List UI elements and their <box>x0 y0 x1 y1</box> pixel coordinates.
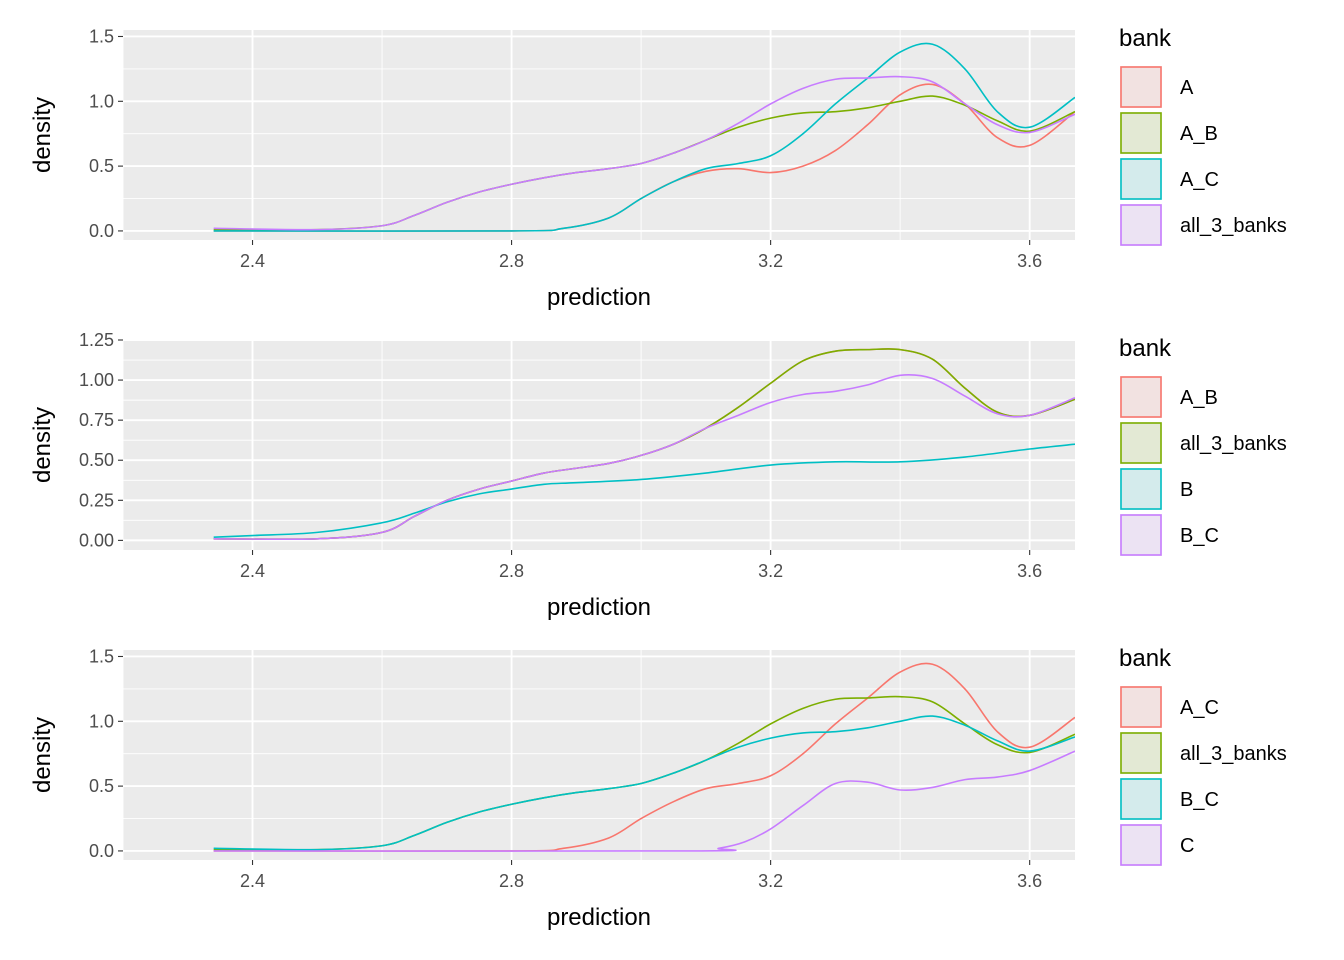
legend-key-background <box>1120 732 1162 774</box>
x-tick-label: 2.4 <box>240 251 265 271</box>
panel-background <box>123 650 1075 860</box>
legend-title: bank <box>1119 645 1172 672</box>
legend-key-A_C <box>1120 686 1162 728</box>
panel-background <box>123 30 1075 240</box>
legend-key-A_B <box>1120 376 1162 418</box>
legend-key-background <box>1120 204 1162 246</box>
legend-label: A_B <box>1180 387 1218 409</box>
x-tick-label: 3.6 <box>1017 251 1042 271</box>
panel-3: 0.0 0.5 1.0 1.5 2.4 2.8 3.2 3.6 prediction densit… <box>29 645 1287 931</box>
legend-key-background <box>1120 778 1162 820</box>
panel-background <box>123 340 1075 550</box>
legend: bank A A_B A_C all_3_banks <box>1119 25 1287 246</box>
legend-key-background <box>1120 686 1162 728</box>
legend-key-all_3_banks <box>1120 204 1162 246</box>
y-tick-label: 0.00 <box>79 530 114 550</box>
x-tick-label: 3.6 <box>1017 561 1042 581</box>
legend-key-B_C <box>1120 514 1162 556</box>
x-tick-label: 2.4 <box>240 871 265 891</box>
legend-key-B_C <box>1120 778 1162 820</box>
legend-title: bank <box>1119 25 1172 52</box>
y-tick-label: 1.0 <box>89 711 114 731</box>
y-axis-title: density <box>29 717 56 793</box>
legend-key-background <box>1120 514 1162 556</box>
x-tick-label: 3.2 <box>758 871 783 891</box>
density-line-B_C <box>213 715 1075 851</box>
legend-key-A_C <box>1120 158 1162 200</box>
y-tick-label: 0.5 <box>89 776 114 796</box>
x-tick-label: 2.8 <box>499 251 524 271</box>
legend-label: all_3_banks <box>1180 433 1287 455</box>
y-tick-label: 1.5 <box>89 26 114 46</box>
x-axis-title: prediction <box>547 284 651 311</box>
density-line-A_C <box>213 662 1075 852</box>
legend-label: C <box>1180 835 1194 857</box>
legend-label: all_3_banks <box>1180 215 1287 237</box>
legend-key-all_3_banks <box>1120 732 1162 774</box>
y-tick-label: 0.75 <box>79 410 114 430</box>
y-tick-label: 0.5 <box>89 156 114 176</box>
legend-label: B_C <box>1180 789 1219 811</box>
y-tick-label: 0.0 <box>89 221 114 241</box>
legend-label: A_C <box>1180 169 1219 191</box>
legend-label: A_B <box>1180 123 1218 145</box>
legend-key-background <box>1120 422 1162 464</box>
x-tick-label: 3.2 <box>758 251 783 271</box>
density-line-B_C <box>213 374 1075 541</box>
density-line-B <box>213 443 1075 538</box>
y-tick-label: 0.0 <box>89 841 114 861</box>
y-axis-title: density <box>29 407 56 483</box>
y-tick-label: 1.00 <box>79 370 114 390</box>
legend-key-all_3_banks <box>1120 422 1162 464</box>
panel-2: 0.00 0.25 0.50 0.75 1.00 1.25 2.4 2.8 3.2 3.6 pred… <box>29 330 1287 621</box>
legend-key-A <box>1120 66 1162 108</box>
y-tick-label: 0.50 <box>79 450 114 470</box>
legend-key-background <box>1120 66 1162 108</box>
y-tick-label: 1.5 <box>89 646 114 666</box>
legend-key-background <box>1120 376 1162 418</box>
x-tick-label: 3.6 <box>1017 871 1042 891</box>
legend-key-C <box>1120 824 1162 866</box>
x-axis-title: prediction <box>547 904 651 931</box>
x-tick-label: 3.2 <box>758 561 783 581</box>
legend-label: A_C <box>1180 697 1219 719</box>
y-tick-label: 1.0 <box>89 91 114 111</box>
x-axis-title: prediction <box>547 594 651 621</box>
y-tick-label: 1.25 <box>79 330 114 350</box>
legend-key-B <box>1120 468 1162 510</box>
panel-1: 0.0 0.5 1.0 1.5 2.4 2.8 3.2 3.6 prediction densit… <box>29 25 1287 311</box>
legend-key-A_B <box>1120 112 1162 154</box>
x-tick-label: 2.8 <box>499 561 524 581</box>
legend-label: B <box>1180 479 1193 501</box>
legend: bank A_B all_3_banks B B_C <box>1119 335 1287 556</box>
density-line-C <box>213 750 1075 852</box>
legend-key-background <box>1120 468 1162 510</box>
legend: bank A_C all_3_banks B_C C <box>1119 645 1287 866</box>
legend-key-background <box>1120 158 1162 200</box>
legend-label: B_C <box>1180 525 1219 547</box>
legend-title: bank <box>1119 335 1172 362</box>
x-tick-label: 2.8 <box>499 871 524 891</box>
legend-label: all_3_banks <box>1180 743 1287 765</box>
y-tick-label: 0.25 <box>79 490 114 510</box>
density-line-A_C <box>213 42 1075 232</box>
x-tick-label: 2.4 <box>240 561 265 581</box>
legend-key-background <box>1120 112 1162 154</box>
legend-label: A <box>1180 77 1194 99</box>
density-line-all_3_banks <box>213 75 1075 231</box>
y-axis-title: density <box>29 97 56 173</box>
legend-key-background <box>1120 824 1162 866</box>
